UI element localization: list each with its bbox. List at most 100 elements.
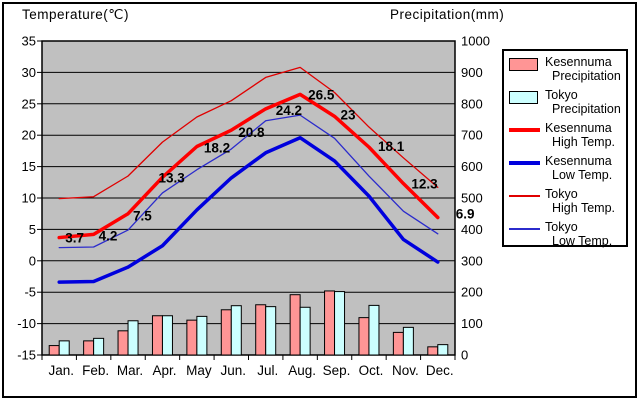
kesennuma-high-temp-point-labels: 3.7 4.2 7.5 13.3 18.2 20.8 24.2 26.5 23 18.1 12.3 6… [65,87,474,245]
month-label: Aug. [288,363,316,378]
point-label: 4.2 [99,228,118,243]
temp-tick-label: 25 [22,96,36,111]
precip-tick-label: 600 [461,159,483,174]
bar [334,291,346,356]
tokyo-low-temp-line [58,114,439,249]
kesennuma-low-temp-line [57,135,440,284]
point-label: 3.7 [65,231,84,246]
temp-tick-label: -5 [24,285,36,300]
bar [151,315,163,356]
kesennuma-high-temp-swatch [509,128,540,132]
bar [230,305,242,356]
bar [161,315,173,356]
bar [117,330,129,356]
point-label: 23 [341,107,357,122]
bar [58,340,70,356]
month-label: May [186,363,212,378]
point-label: 24.2 [276,103,302,118]
legend-item-kesennuma-high-temp: Kesennuma High Temp. [509,121,626,149]
point-label: 26.5 [308,87,335,102]
kesennuma-precipitation-bars [48,290,439,356]
tokyo-low-temp-swatch [509,228,540,230]
legend-label-line1: Kesennuma [545,154,612,168]
bar [358,317,370,356]
month-label: Nov. [392,363,419,378]
temp-tick-label: 35 [22,34,36,49]
legend-label-line2: Low Temp. [552,233,613,248]
bar [83,340,95,356]
month-label: Sep. [323,363,351,378]
precip-tick-label: 200 [461,285,483,300]
legend-label: Kesennuma Low Temp. [545,154,613,182]
legend-item-tokyo-high-temp: Tokyo High Temp. [509,187,626,215]
precip-tick-label: 300 [461,253,483,268]
month-label: Oct. [359,363,384,378]
legend-label-line2: High Temp. [552,200,615,215]
temp-tick-label: 5 [29,222,36,237]
month-label: Jan. [48,363,74,378]
month-label: Apr. [152,363,176,378]
temp-axis-labels: 35 30 25 20 15 10 5 0 -5 -10 -15 [17,34,36,363]
point-label: 18.2 [204,141,230,156]
point-label: 6.9 [456,206,475,221]
temp-tick-label: 10 [22,191,36,206]
legend-label-line2: High Temp. [552,134,615,149]
legend-item-kesennuma-low-temp: Kesennuma Low Temp. [509,154,626,182]
temp-tick-label: 20 [22,128,36,143]
point-label: 7.5 [133,209,152,224]
precip-tick-label: 400 [461,222,483,237]
legend-label: Kesennuma Precipitation [545,55,621,83]
bar [402,326,414,356]
precip-tick-label: 500 [461,191,483,206]
precip-tick-label: 1000 [461,34,490,49]
bar [255,304,267,356]
month-label: Jun. [221,363,247,378]
legend-label-line2: Precipitation [552,68,621,83]
bar [437,344,449,356]
legend-label-line2: Precipitation [552,101,621,116]
precipitation-axis-title: Precipitation(mm) [390,7,505,22]
bar [299,306,311,356]
legend-label-line2: Low Temp. [552,167,613,182]
bar [265,306,277,356]
bar [127,320,139,356]
temp-axis-ticks [37,40,42,356]
month-label: Dec. [426,363,454,378]
bar [289,294,301,356]
temp-tick-label: -15 [17,348,36,363]
legend-item-tokyo-low-temp: Tokyo Low Temp. [509,220,626,248]
bar [392,331,404,356]
tokyo-precipitation-bars [58,291,449,356]
legend-item-tokyo-precipitation: Tokyo Precipitation [509,88,626,116]
bar [48,345,60,356]
precip-tick-label: 900 [461,65,483,80]
legend-label-line1: Kesennuma [545,55,612,69]
month-axis-ticks [41,355,456,360]
precip-tick-label: 0 [461,348,468,363]
chart-legend: Kesennuma Precipitation Tokyo Precipitation… [502,49,628,247]
precip-tick-label: 800 [461,96,483,111]
legend-label-line1: Tokyo [545,88,578,102]
bar [196,315,208,356]
precip-tick-label: 700 [461,128,483,143]
temp-tick-label: 30 [22,65,36,80]
precip-tick-label: 100 [461,316,483,331]
kesennuma-precipitation-swatch [509,58,538,71]
legend-label-line1: Kesennuma [545,121,612,135]
bar [186,319,198,356]
temperature-axis-title: Temperature(℃) [22,7,129,22]
bar [93,337,105,356]
month-labels: Jan. Feb. Mar. Apr. May Jun. Jul. Aug. Sep. Oct. N… [48,363,453,378]
legend-label: Tokyo Precipitation [545,88,621,116]
bar [427,346,439,356]
point-label: 20.8 [238,125,265,140]
temp-tick-label: 0 [29,253,36,268]
tokyo-high-temp-line [58,66,439,200]
point-label: 18.1 [378,139,405,154]
month-label: Feb. [82,363,109,378]
kesennuma-high-temp-line [57,92,440,240]
